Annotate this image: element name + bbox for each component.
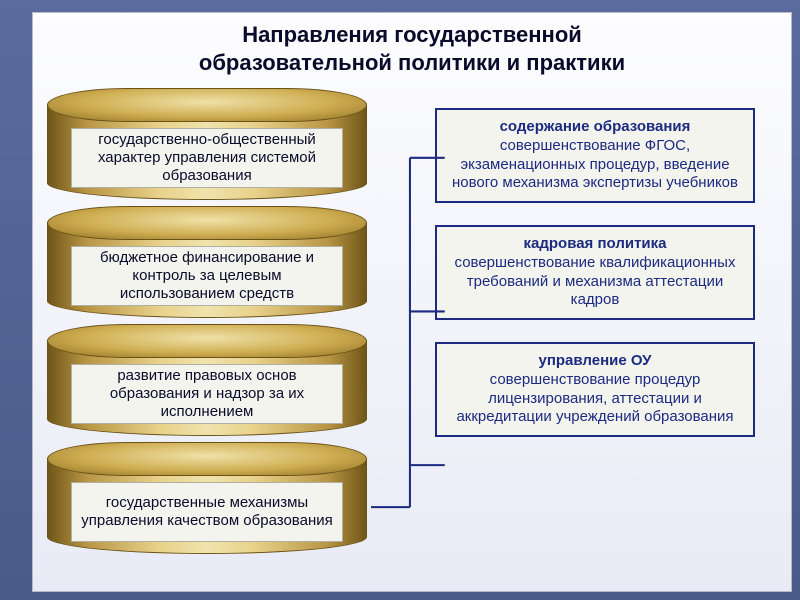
right-box-2: управление ОУ совершенствование процедур… xyxy=(435,342,755,437)
right-box-body: совершенствование квалификационных требо… xyxy=(455,254,736,309)
disk-top xyxy=(47,324,367,358)
disk-0: государственно-общественный характер упр… xyxy=(47,88,367,200)
right-box-0: содержание образования совершенствование… xyxy=(435,108,755,203)
disk-label: развитие правовых основ образования и на… xyxy=(71,364,343,424)
right-box-1: кадровая политика совершенствование квал… xyxy=(435,225,755,320)
disk-top xyxy=(47,88,367,122)
right-column: содержание образования совершенствование… xyxy=(383,86,781,580)
content-panel: Направления государственной образователь… xyxy=(32,12,792,592)
page-title: Направления государственной образователь… xyxy=(33,13,791,82)
left-column: государственно-общественный характер упр… xyxy=(43,86,381,580)
disk-2: развитие правовых основ образования и на… xyxy=(47,324,367,436)
right-box-lead: управление ОУ xyxy=(447,352,743,371)
right-box-lead: содержание образования xyxy=(447,118,743,137)
title-line-1: Направления государственной xyxy=(242,22,582,47)
disk-label: бюджетное финансирование и контроль за ц… xyxy=(71,246,343,306)
columns-wrap: государственно-общественный характер упр… xyxy=(33,82,791,580)
right-box-lead: кадровая политика xyxy=(447,235,743,254)
right-box-body: совершенствование ФГОС, экзаменационных … xyxy=(452,137,738,192)
right-box-body: совершенствование процедур лицензировани… xyxy=(456,371,733,426)
title-line-2: образовательной политики и практики xyxy=(199,50,625,75)
disk-label: государственно-общественный характер упр… xyxy=(71,128,343,188)
disk-top xyxy=(47,206,367,240)
disk-1: бюджетное финансирование и контроль за ц… xyxy=(47,206,367,318)
disk-label: государственные механизмы управления кач… xyxy=(71,482,343,542)
disk-3: государственные механизмы управления кач… xyxy=(47,442,367,554)
disk-top xyxy=(47,442,367,476)
